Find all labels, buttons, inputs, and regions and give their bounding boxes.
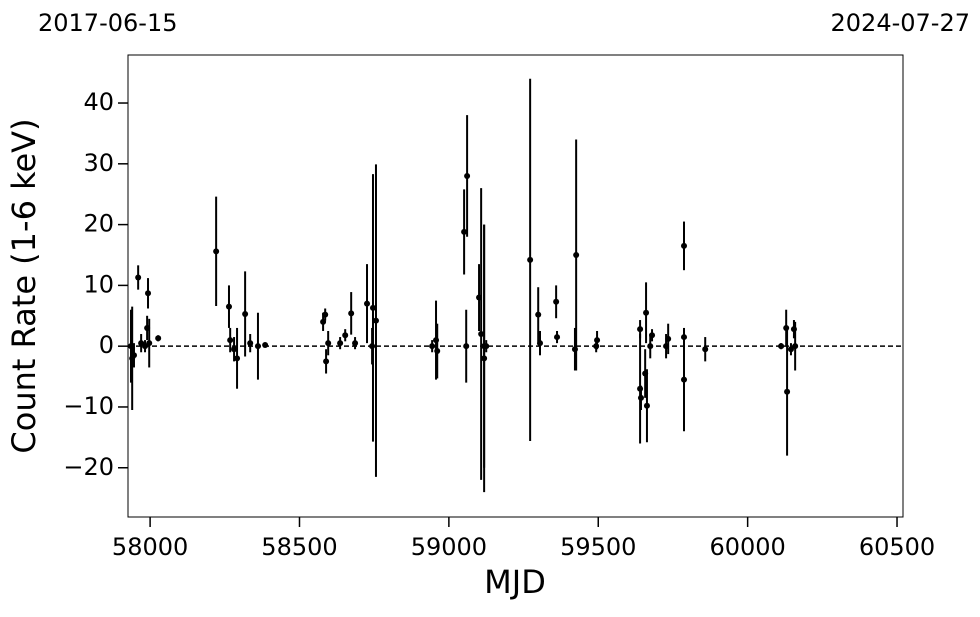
data-point bbox=[554, 334, 561, 341]
data-point bbox=[254, 343, 261, 350]
y-tick-label: 30 bbox=[83, 149, 114, 177]
data-point bbox=[225, 303, 232, 310]
x-tick-label: 60500 bbox=[859, 533, 935, 561]
y-tick-label: −10 bbox=[63, 392, 114, 420]
y-tick-label: 20 bbox=[83, 210, 114, 238]
top-left-date: 2017-06-15 bbox=[38, 9, 177, 37]
y-tick-label: 0 bbox=[99, 331, 114, 359]
data-point bbox=[647, 343, 654, 350]
x-tick-label: 58000 bbox=[112, 533, 188, 561]
data-point bbox=[231, 346, 238, 353]
x-axis-label: MJD bbox=[484, 563, 546, 601]
data-point bbox=[784, 388, 791, 395]
data-point bbox=[342, 332, 349, 339]
data-point bbox=[787, 346, 794, 353]
data-point bbox=[464, 172, 471, 179]
data-point bbox=[247, 340, 254, 347]
data-point bbox=[643, 402, 650, 409]
data-point bbox=[234, 355, 241, 362]
data-point bbox=[643, 309, 650, 316]
data-point bbox=[213, 248, 220, 255]
data-point bbox=[262, 341, 269, 348]
data-point bbox=[778, 343, 785, 350]
data-point bbox=[527, 256, 534, 263]
data-point bbox=[429, 343, 436, 350]
data-point bbox=[434, 348, 441, 355]
data-point bbox=[372, 317, 379, 324]
data-point bbox=[478, 331, 485, 338]
data-point bbox=[242, 310, 249, 317]
data-point bbox=[681, 242, 688, 249]
data-point bbox=[155, 335, 162, 342]
x-tick-label: 58500 bbox=[261, 533, 337, 561]
data-point bbox=[481, 355, 488, 362]
data-point bbox=[637, 394, 644, 401]
data-point bbox=[637, 326, 644, 333]
data-point bbox=[483, 343, 490, 350]
data-point bbox=[322, 311, 329, 318]
data-point bbox=[665, 335, 672, 342]
data-point bbox=[594, 337, 601, 344]
x-tick-label: 59500 bbox=[560, 533, 636, 561]
data-point bbox=[536, 340, 543, 347]
data-point bbox=[702, 346, 709, 353]
data-point bbox=[573, 251, 580, 258]
top-right-date: 2024-07-27 bbox=[831, 9, 970, 37]
data-point bbox=[463, 343, 470, 350]
data-point bbox=[649, 332, 656, 339]
data-point bbox=[681, 376, 688, 383]
data-point bbox=[323, 358, 330, 365]
plot-frame bbox=[127, 54, 904, 518]
data-point bbox=[369, 304, 376, 311]
data-point bbox=[227, 337, 234, 344]
y-tick-label: −20 bbox=[63, 453, 114, 481]
data-point bbox=[146, 340, 153, 347]
data-point bbox=[348, 310, 355, 317]
data-point bbox=[130, 352, 137, 359]
x-tick-label: 60000 bbox=[709, 533, 785, 561]
data-point bbox=[142, 343, 149, 350]
data-point bbox=[364, 300, 371, 307]
data-point bbox=[325, 340, 332, 347]
data-point bbox=[337, 340, 344, 347]
x-tick-label: 59000 bbox=[411, 533, 487, 561]
y-tick-label: 10 bbox=[83, 270, 114, 298]
y-axis-label: Count Rate (1-6 keV) bbox=[5, 118, 43, 453]
data-point bbox=[681, 334, 688, 341]
data-point bbox=[461, 228, 468, 235]
data-point bbox=[792, 343, 799, 350]
y-tick-label: 40 bbox=[83, 88, 114, 116]
data-point bbox=[553, 298, 560, 305]
data-point bbox=[535, 311, 542, 318]
data-point bbox=[145, 290, 152, 297]
data-point bbox=[135, 274, 142, 281]
data-point bbox=[352, 340, 359, 347]
